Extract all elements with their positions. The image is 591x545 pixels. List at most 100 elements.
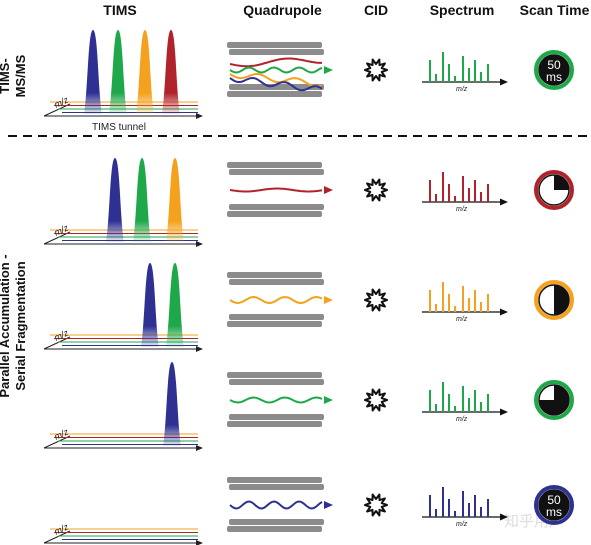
spectrum: m/z <box>422 172 508 213</box>
cid-burst-icon <box>364 178 388 202</box>
scan-time-fill <box>554 175 569 190</box>
ion-beam-arrow <box>324 501 333 509</box>
spectrum-axis-arrow <box>500 78 508 86</box>
tims-axis-arrow <box>196 113 203 119</box>
header-quadrupole: Quadrupole <box>243 2 322 18</box>
quadrupole-rod <box>229 279 324 285</box>
quadrupole-rod <box>229 204 324 210</box>
scan-time-fill <box>539 385 569 415</box>
ion-peak-green <box>109 30 127 114</box>
quadrupole <box>227 477 333 532</box>
ion-beam-green <box>229 396 323 404</box>
spectrum: m/z <box>422 52 508 93</box>
ion-peak-blue <box>163 362 181 446</box>
ion-peak-blue <box>141 263 159 347</box>
quadrupole-rod <box>229 484 324 490</box>
tims-axis-arrow <box>196 346 203 352</box>
row-pasef-1: m/z m/z <box>43 158 574 247</box>
quadrupole <box>227 372 333 427</box>
quadrupole-rod <box>227 321 322 327</box>
spectrum-axis-arrow <box>500 513 508 521</box>
ion-peak-blue <box>106 158 124 242</box>
ion-peak-green <box>133 158 151 242</box>
cid-burst-icon <box>364 493 388 517</box>
ion-peak-orange <box>166 158 184 242</box>
tims-axis-arrow <box>196 241 203 247</box>
spectrum-mz-label: m/z <box>456 86 468 93</box>
tims-axis-arrow <box>196 445 203 451</box>
quadrupole-rod <box>227 211 322 217</box>
tims-axis-arrow <box>196 540 203 545</box>
quadrupole <box>227 272 333 327</box>
mz-axis-label: m/z <box>53 426 71 441</box>
ion-peak-red <box>162 30 180 114</box>
quadrupole-rod <box>227 91 322 97</box>
spectrum: m/z <box>422 282 508 323</box>
scan-time-value: 50 <box>547 58 561 72</box>
ion-beam-arrow <box>324 296 333 304</box>
ion-peak-green <box>166 263 184 347</box>
scan-time-value: 50 <box>547 493 561 507</box>
scan-time-fill <box>539 490 569 520</box>
scan-time-fill <box>554 285 569 315</box>
spectrum: m/z <box>422 382 508 423</box>
quadrupole-rod <box>227 372 322 378</box>
ion-beam-blue <box>229 76 323 92</box>
quadrupole-rod <box>227 526 322 532</box>
scan-time-fill <box>539 55 569 85</box>
tims-tunnel-label: TIMS tunnel <box>92 122 146 133</box>
header-tims: TIMS <box>103 2 137 18</box>
quadrupole <box>227 42 333 97</box>
ion-beam-arrow <box>324 66 333 74</box>
spectrum-axis-arrow <box>500 198 508 206</box>
spectrum-axis-arrow <box>500 408 508 416</box>
quadrupole-rod <box>229 49 324 55</box>
cid-burst-icon <box>364 388 388 412</box>
quadrupole-rod <box>229 414 324 420</box>
ion-beam-blue <box>229 500 323 510</box>
scan-time-indicator <box>534 280 574 320</box>
row-pasef-3: m/z m/z <box>43 362 574 451</box>
ion-beam-green <box>229 66 323 74</box>
spectrum-mz-label: m/z <box>456 521 468 528</box>
row-pasef-2: m/z m/z <box>43 263 574 352</box>
quadrupole-rod <box>229 519 324 525</box>
ion-beam-orange <box>229 295 323 305</box>
quadrupole-rod <box>229 84 324 90</box>
cid-burst-icon <box>364 288 388 312</box>
mz-axis-label: m/z <box>53 222 71 237</box>
header-scan-time: Scan Time <box>519 2 590 18</box>
mz-axis-label: m/z <box>53 521 71 536</box>
scan-time-indicator <box>534 170 574 210</box>
quadrupole-rod <box>227 42 322 48</box>
quadrupole-rod <box>227 477 322 483</box>
quadrupole-rod <box>227 272 322 278</box>
quadrupole-rod <box>229 169 324 175</box>
spectrum-mz-label: m/z <box>456 416 468 423</box>
mz-axis-label: m/z <box>53 327 71 342</box>
ion-peak-blue <box>84 30 102 114</box>
ion-beam-red <box>229 187 323 193</box>
spectrum-axis-arrow <box>500 308 508 316</box>
quadrupole-rod <box>227 421 322 427</box>
header-spectrum: Spectrum <box>429 2 495 18</box>
spectrum: m/z <box>422 487 508 528</box>
ion-beam-arrow <box>324 396 333 404</box>
ion-beam-red <box>229 57 322 68</box>
quadrupole-rod <box>229 314 324 320</box>
scan-time-indicator <box>534 380 574 420</box>
scan-time-unit: ms <box>546 505 562 519</box>
quadrupole-rod <box>227 162 322 168</box>
cid-burst-icon <box>364 58 388 82</box>
spectrum-mz-label: m/z <box>456 206 468 213</box>
scan-time-unit: ms <box>546 70 562 84</box>
ion-peak-orange <box>136 30 154 114</box>
ion-beam-orange <box>229 73 323 88</box>
ion-beam-arrow <box>324 186 333 194</box>
quadrupole-rod <box>229 379 324 385</box>
